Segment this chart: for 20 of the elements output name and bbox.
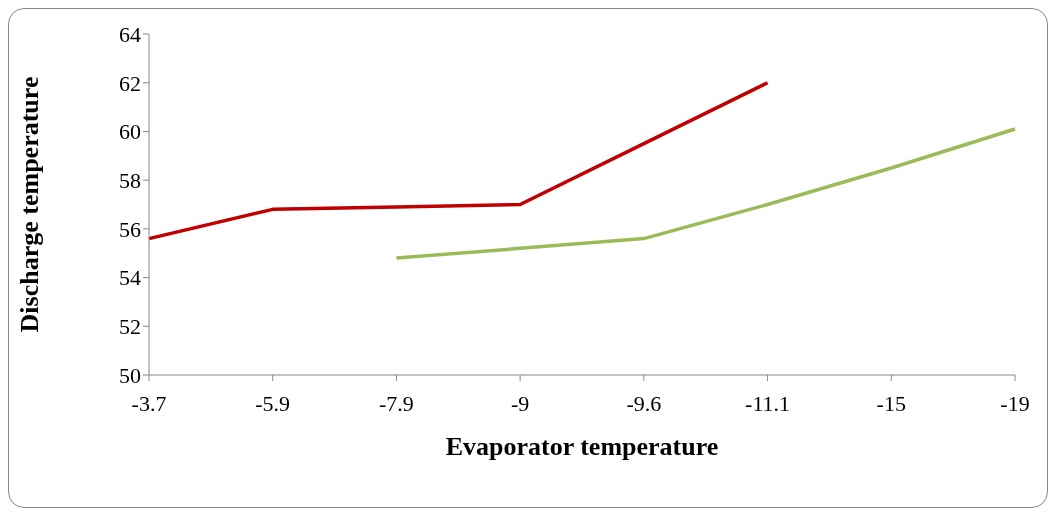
line-series <box>394 127 1017 260</box>
y-tick-label: 64 <box>119 21 141 47</box>
y-tick-label: 56 <box>119 216 141 242</box>
x-axis-title: Evaporator temperature <box>445 432 719 461</box>
y-tick-label: 60 <box>119 119 141 145</box>
y-tick-label: 58 <box>119 167 141 193</box>
line-series <box>147 80 770 241</box>
y-tick-label: 52 <box>119 314 141 340</box>
y-axis-title: Discharge temperature <box>15 76 45 333</box>
x-tick-label: -9.6 <box>626 390 662 416</box>
y-tick-label: 62 <box>119 70 141 96</box>
x-tick-label: -19 <box>1000 390 1030 416</box>
y-tick-label: 50 <box>119 362 141 388</box>
x-tick-label: -5.9 <box>255 390 291 416</box>
x-tick-label: -9 <box>510 390 530 416</box>
x-tick-label: -11.1 <box>745 390 791 416</box>
x-tick-label: -3.7 <box>131 390 167 416</box>
y-tick-label: 54 <box>119 265 141 291</box>
x-tick-label: -15 <box>876 390 906 416</box>
x-tick-label: -7.9 <box>379 390 414 416</box>
